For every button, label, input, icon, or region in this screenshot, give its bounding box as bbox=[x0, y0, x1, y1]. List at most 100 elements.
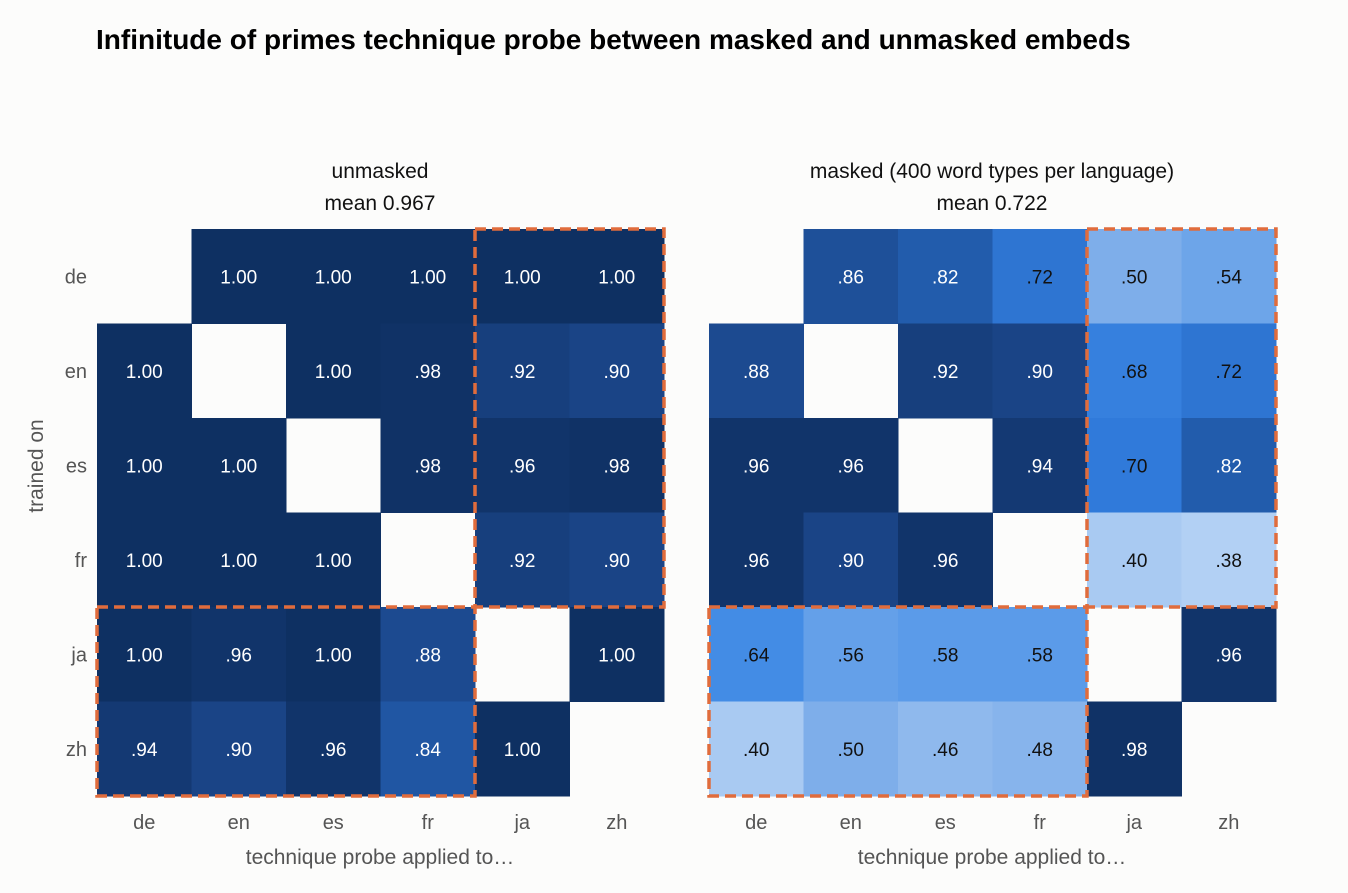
cell-value-label: 1.00 bbox=[126, 362, 163, 383]
cell-value-label: .56 bbox=[838, 645, 864, 666]
cell-value-label: .82 bbox=[1216, 456, 1242, 477]
cell-value-label: 1.00 bbox=[315, 267, 352, 288]
heatmap-cell-fr-en bbox=[191, 512, 287, 608]
cell-value-label: .98 bbox=[415, 456, 441, 477]
cell-value-label: .54 bbox=[1216, 267, 1243, 288]
y-tick-label: en bbox=[65, 361, 87, 383]
x-tick-label: de bbox=[745, 812, 767, 834]
heatmap-cell-zh-en bbox=[191, 701, 287, 797]
cell-value-label: 1.00 bbox=[504, 740, 541, 761]
cell-value-label: 1.00 bbox=[126, 456, 163, 477]
heatmap-cell-fr-ja bbox=[475, 512, 570, 608]
cell-value-label: 1.00 bbox=[409, 267, 446, 288]
heatmap-panel-masked: .86 .82 .72 .50 .54 .88 .92 .90 .68 .72 .96 .96 .94.… bbox=[707, 227, 1278, 834]
cell-value-label: .72 bbox=[1216, 362, 1242, 383]
cell-value-label: 1.00 bbox=[315, 551, 352, 572]
cell-value-label: .98 bbox=[415, 362, 441, 383]
x-tick-label: es bbox=[323, 812, 344, 834]
heatmap-cell-de-zh bbox=[569, 229, 665, 324]
x-tick-label: ja bbox=[513, 812, 530, 834]
highlight-box-cross-lingual-bottom bbox=[707, 605, 1089, 798]
panel-masked-title: masked (400 word types per language) mea… bbox=[792, 156, 1192, 220]
cell-value-label: 1.00 bbox=[126, 645, 163, 666]
highlight-box-cross-lingual-top bbox=[473, 227, 666, 609]
x-tick-label: fr bbox=[422, 812, 435, 834]
heatmap-cell-fr-de bbox=[709, 512, 804, 608]
cell-value-label: .58 bbox=[1027, 645, 1053, 666]
heatmap-cell-zh-es bbox=[898, 701, 993, 797]
cell-value-label: .50 bbox=[838, 740, 864, 761]
heatmap-cell-es-fr bbox=[380, 418, 476, 513]
heatmap-cell-zh-es bbox=[286, 701, 381, 797]
cell-value-label: .94 bbox=[1027, 456, 1054, 477]
cell-value-label: .96 bbox=[932, 551, 958, 572]
heatmap-cell-de-zh bbox=[1181, 229, 1277, 324]
heatmap-cell-en-de bbox=[97, 323, 192, 419]
cell-value-label: .96 bbox=[1216, 645, 1242, 666]
cell-value-label: .40 bbox=[1121, 551, 1147, 572]
cell-value-label: .92 bbox=[509, 362, 535, 383]
heatmap-cell-es-zh bbox=[1181, 418, 1277, 513]
cell-value-label: .92 bbox=[932, 362, 958, 383]
heatmap-cell-de-es bbox=[898, 229, 993, 324]
cell-value-label: .40 bbox=[743, 740, 769, 761]
heatmap-cell-ja-zh bbox=[569, 607, 665, 702]
cell-value-label: .86 bbox=[838, 267, 864, 288]
cell-value-label: .98 bbox=[1121, 740, 1147, 761]
cell-value-label: .64 bbox=[743, 645, 770, 666]
panel-unmasked-title: unmasked mean 0.967 bbox=[180, 156, 580, 220]
heatmap-cell-ja-en bbox=[803, 607, 899, 702]
heatmap-cell-en-de bbox=[709, 323, 804, 419]
x-axis-label-unmasked: technique probe applied to… bbox=[245, 846, 515, 869]
panel-unmasked-mean: mean 0.967 bbox=[324, 192, 436, 215]
cell-value-label: .68 bbox=[1121, 362, 1147, 383]
cell-value-label: 1.00 bbox=[504, 267, 541, 288]
highlight-box-cross-lingual-top bbox=[1085, 227, 1278, 609]
cell-value-label: 1.00 bbox=[220, 267, 257, 288]
x-tick-label: zh bbox=[606, 812, 627, 834]
highlight-box-cross-lingual-bottom bbox=[95, 605, 477, 798]
heatmap-cell-de-ja bbox=[475, 229, 570, 324]
x-tick-label: de bbox=[133, 812, 155, 834]
heatmap-cell-de-es bbox=[286, 229, 381, 324]
x-tick-label: fr bbox=[1034, 812, 1047, 834]
heatmap-cell-en-ja bbox=[475, 323, 570, 419]
y-tick-label: es bbox=[66, 455, 87, 477]
cell-value-label: .58 bbox=[932, 645, 958, 666]
cell-value-label: .50 bbox=[1121, 267, 1147, 288]
cell-value-label: .96 bbox=[838, 456, 864, 477]
heatmap-cell-fr-ja bbox=[1087, 512, 1182, 608]
cell-value-label: .90 bbox=[604, 362, 630, 383]
cell-value-label: 1.00 bbox=[220, 456, 257, 477]
y-tick-label: fr bbox=[75, 550, 88, 572]
x-tick-label: en bbox=[840, 812, 862, 834]
heatmap-cell-ja-de bbox=[97, 607, 192, 702]
heatmap-cell-zh-fr bbox=[992, 701, 1088, 797]
cell-value-label: .96 bbox=[743, 456, 769, 477]
heatmap-cell-de-en bbox=[803, 229, 899, 324]
heatmap-cell-en-es bbox=[898, 323, 993, 419]
heatmap-cell-en-ja bbox=[1087, 323, 1182, 419]
cell-value-label: .90 bbox=[1027, 362, 1053, 383]
cell-value-label: .84 bbox=[415, 740, 442, 761]
heatmap-cell-fr-en bbox=[803, 512, 899, 608]
cell-value-label: .90 bbox=[226, 740, 252, 761]
heatmap-cell-ja-es bbox=[898, 607, 993, 702]
cell-value-label: .90 bbox=[838, 551, 864, 572]
heatmap-cell-es-de bbox=[97, 418, 192, 513]
cell-value-label: .94 bbox=[131, 740, 158, 761]
heatmap-cell-ja-zh bbox=[1181, 607, 1277, 702]
heatmap-cell-en-zh bbox=[569, 323, 665, 419]
panel-unmasked-name: unmasked bbox=[331, 160, 429, 183]
heatmap-cell-ja-de bbox=[709, 607, 804, 702]
heatmap-cell-en-zh bbox=[1181, 323, 1277, 419]
x-axis-label-masked: technique probe applied to… bbox=[857, 846, 1127, 869]
cell-value-label: .96 bbox=[226, 645, 252, 666]
cell-value-label: 1.00 bbox=[126, 551, 163, 572]
heatmap-panel-unmasked: 1.00 1.00 1.00 1.00 1.00 1.00 1.00 .98 .92 .90 1.0… bbox=[95, 227, 666, 834]
heatmap-cell-de-en bbox=[191, 229, 287, 324]
x-tick-label: es bbox=[935, 812, 956, 834]
y-tick-label: zh bbox=[66, 739, 87, 761]
heatmap-cell-ja-fr bbox=[992, 607, 1088, 702]
